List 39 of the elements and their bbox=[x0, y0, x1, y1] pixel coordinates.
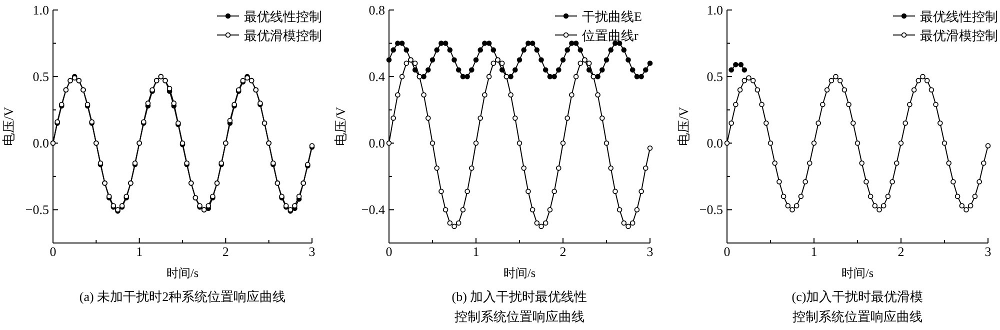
x-tick-label: 2 bbox=[560, 244, 566, 259]
x-tick-label: 1 bbox=[136, 244, 143, 259]
x-tick-label: 0 bbox=[724, 244, 730, 259]
y-tick-label: 0.5 bbox=[706, 69, 723, 84]
y-tick-label: 1.0 bbox=[706, 2, 723, 18]
legend-label: 最优线性控制 bbox=[920, 9, 998, 24]
y-tick-label: −0.4 bbox=[361, 202, 386, 218]
y-tick-label: 1.0 bbox=[32, 2, 49, 18]
y-tick-label: 0.0 bbox=[32, 136, 49, 151]
y-tick-label: 0.8 bbox=[368, 2, 385, 18]
y-tick-label: 0.0 bbox=[368, 136, 385, 151]
y-axis-title: 电压/V bbox=[676, 106, 691, 146]
y-tick-label: 0.0 bbox=[706, 136, 723, 151]
x-axis-title: 时间/s bbox=[841, 266, 874, 280]
legend-label: 干扰曲线E bbox=[582, 9, 642, 24]
y-axis-title: 电压/V bbox=[333, 106, 348, 146]
y-tick-label: −0.5 bbox=[25, 202, 49, 218]
x-tick-label: 1 bbox=[472, 244, 480, 259]
text: (a) 未加干扰时2种系统位置响应曲线 bbox=[79, 289, 286, 304]
y-tick-label: 0.5 bbox=[32, 69, 49, 84]
x-tick-label: 3 bbox=[646, 244, 654, 259]
x-tick-label: 0 bbox=[386, 244, 392, 259]
x-axis-title: 时间/s bbox=[503, 266, 536, 280]
text: (c)加入干扰时最优滑模控制系统位置响应曲线 bbox=[792, 289, 924, 324]
legend-label: 最优线性控制 bbox=[244, 9, 322, 24]
legend-label: 最优滑模控制 bbox=[920, 28, 998, 43]
y-tick-label: 0.4 bbox=[368, 69, 386, 84]
y-axis-title: 电压/V bbox=[1, 106, 16, 146]
x-axis-title: 时间/s bbox=[166, 266, 199, 280]
x-tick-label: 3 bbox=[308, 244, 316, 259]
legend-label: 位置曲线r bbox=[582, 28, 639, 43]
x-tick-label: 2 bbox=[222, 244, 229, 259]
y-tick-label: −0.5 bbox=[699, 202, 723, 218]
x-tick-label: 0 bbox=[50, 244, 56, 259]
text: (b) 加入干扰时最优线性控制系统位置响应曲线 bbox=[452, 289, 588, 324]
legend-label: 最优滑模控制 bbox=[244, 28, 322, 43]
x-tick-label: 1 bbox=[810, 244, 818, 259]
x-tick-label: 2 bbox=[898, 244, 904, 259]
x-tick-label: 3 bbox=[984, 244, 992, 259]
